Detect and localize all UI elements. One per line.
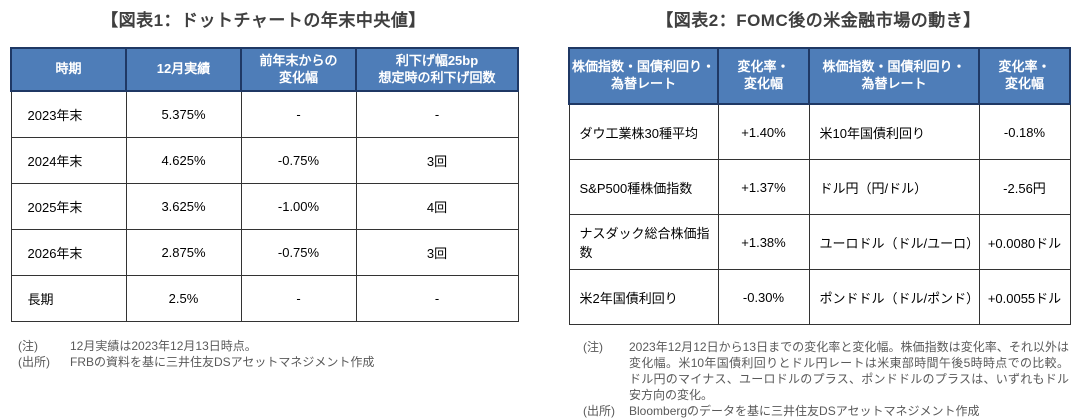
figure1-table: 時期 12月実績 前年末からの 変化幅 利下げ幅25bp 想定時の利下げ回数 2023… <box>10 47 519 322</box>
table-row: 長期 2.5% - - <box>10 275 519 322</box>
cell: 2024年末 <box>10 137 127 184</box>
cell: - <box>240 90 357 138</box>
source-text: FRBの資料を基に三井住友DSアセットマネジメント作成 <box>70 355 375 369</box>
note-label: (注) <box>18 339 38 353</box>
cell: -1.00% <box>240 183 357 230</box>
column-header: 利下げ幅25bp 想定時の利下げ回数 <box>355 47 519 92</box>
cell: -0.30% <box>717 269 810 325</box>
cell: ユーロドル（ドル/ユーロ） <box>808 214 980 270</box>
source-label: (出所) <box>18 355 50 369</box>
cell: 米10年国債利回り <box>808 103 980 160</box>
table-row: ナスダック総合株価指数 +1.38% ユーロドル（ドル/ユーロ） +0.0080ドル <box>568 214 1071 270</box>
column-header: 株価指数・国債利回り・ 為替レート <box>568 47 719 105</box>
cell: ダウ工業株30種平均 <box>568 103 719 160</box>
cell: 米2年国債利回り <box>568 269 719 325</box>
cell: 2023年末 <box>10 90 127 138</box>
source-label: (出所) <box>583 404 615 418</box>
cell: 5.375% <box>125 90 242 138</box>
column-header: 変化率・ 変化幅 <box>978 47 1071 105</box>
figure1-panel: 【図表1：ドットチャートの年末中央値】 時期 12月実績 前年末からの 変化幅 利下げ… <box>10 10 519 370</box>
cell: 3回 <box>355 229 519 276</box>
note-text: 2023年12月12日から13日までの変化率と変化幅。株価指数は変化率、それ以外… <box>629 340 1069 402</box>
note-row: (注) 12月実績は2023年12月13日時点。 <box>18 338 517 354</box>
cell: 長期 <box>10 275 127 322</box>
figure1-notes: (注) 12月実績は2023年12月13日時点。 (出所) FRBの資料を基に三… <box>10 338 517 370</box>
table-row: 2024年末 4.625% -0.75% 3回 <box>10 137 519 184</box>
table-row: 米2年国債利回り -0.30% ポンドドル（ドル/ポンド） +0.0055ドル <box>568 269 1071 325</box>
cell: 3.625% <box>125 183 242 230</box>
cell: +0.0080ドル <box>978 214 1071 270</box>
cell: S&P500種株価指数 <box>568 159 719 215</box>
column-header: 前年末からの 変化幅 <box>240 47 357 92</box>
figure2-table: 株価指数・国債利回り・ 為替レート 変化率・ 変化幅 株価指数・国債利回り・ 為替レ… <box>568 47 1071 325</box>
figure2-panel: 【図表2：FOMC後の米金融市場の動き】 株価指数・国債利回り・ 為替レート 変化… <box>568 10 1071 419</box>
note-row: (出所) FRBの資料を基に三井住友DSアセットマネジメント作成 <box>18 354 517 370</box>
cell: 4回 <box>355 183 519 230</box>
table-row: S&P500種株価指数 +1.37% ドル円（円/ドル） -2.56円 <box>568 159 1071 215</box>
cell: - <box>355 275 519 322</box>
note-text: 12月実績は2023年12月13日時点。 <box>70 339 257 353</box>
cell: ナスダック総合株価指数 <box>568 214 719 270</box>
source-text: Bloombergのデータを基に三井住友DSアセットマネジメント作成 <box>629 404 980 418</box>
cell: ドル円（円/ドル） <box>808 159 980 215</box>
cell: -0.18% <box>978 103 1071 160</box>
header-row: 時期 12月実績 前年末からの 変化幅 利下げ幅25bp 想定時の利下げ回数 <box>10 47 519 92</box>
table-row: 2025年末 3.625% -1.00% 4回 <box>10 183 519 230</box>
cell: +1.38% <box>717 214 810 270</box>
note-label: (注) <box>583 340 603 354</box>
note-row: (出所) Bloombergのデータを基に三井住友DSアセットマネジメント作成 <box>583 403 1069 419</box>
cell: +1.37% <box>717 159 810 215</box>
column-header: 株価指数・国債利回り・ 為替レート <box>808 47 980 105</box>
cell: -2.56円 <box>978 159 1071 215</box>
cell: -0.75% <box>240 229 357 276</box>
table-row: ダウ工業株30種平均 +1.40% 米10年国債利回り -0.18% <box>568 103 1071 160</box>
cell: +1.40% <box>717 103 810 160</box>
table-row: 2023年末 5.375% - - <box>10 90 519 138</box>
cell: 2026年末 <box>10 229 127 276</box>
header-row: 株価指数・国債利回り・ 為替レート 変化率・ 変化幅 株価指数・国債利回り・ 為替レ… <box>568 47 1071 105</box>
figure2-notes: (注) 2023年12月12日から13日までの変化率と変化幅。株価指数は変化率、… <box>568 339 1069 419</box>
note-row: (注) 2023年12月12日から13日までの変化率と変化幅。株価指数は変化率、… <box>583 339 1069 403</box>
column-header: 時期 <box>10 47 127 92</box>
column-header: 12月実績 <box>125 47 242 92</box>
cell: - <box>240 275 357 322</box>
column-header: 変化率・ 変化幅 <box>717 47 810 105</box>
cell: -0.75% <box>240 137 357 184</box>
cell: 2.5% <box>125 275 242 322</box>
cell: - <box>355 90 519 138</box>
cell: 2.875% <box>125 229 242 276</box>
figure2-title: 【図表2：FOMC後の米金融市場の動き】 <box>656 11 981 30</box>
figure1-title: 【図表1：ドットチャートの年末中央値】 <box>101 11 426 30</box>
cell: +0.0055ドル <box>978 269 1071 325</box>
cell: 2025年末 <box>10 183 127 230</box>
cell: 3回 <box>355 137 519 184</box>
cell: 4.625% <box>125 137 242 184</box>
table-row: 2026年末 2.875% -0.75% 3回 <box>10 229 519 276</box>
cell: ポンドドル（ドル/ポンド） <box>808 269 980 325</box>
